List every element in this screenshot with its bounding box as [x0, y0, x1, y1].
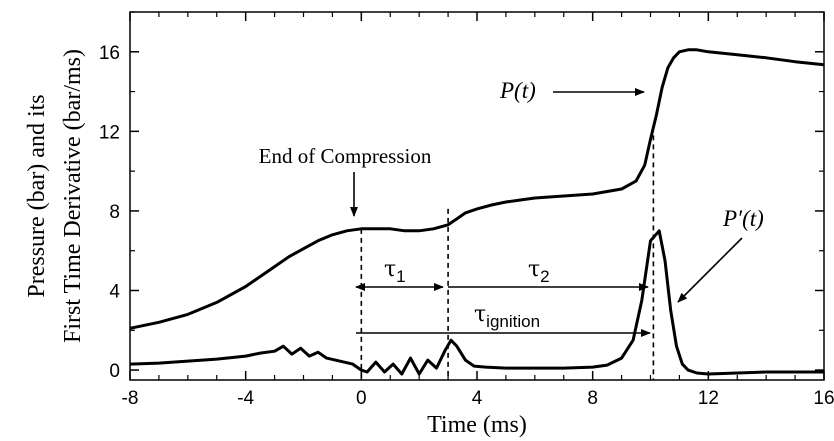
series-layer: [129, 48, 825, 376]
x-axis-title: Time (ms): [427, 412, 527, 438]
y-tick-label: 4: [109, 281, 120, 302]
x-tick-label: 8: [587, 388, 598, 409]
end-of-compression-label: End of Compression: [259, 144, 432, 168]
x-tick-label: 4: [472, 388, 483, 409]
y-axis-title-line2: First Time Derivative (bar/ms): [60, 49, 86, 343]
y-tick-label: 0: [109, 361, 120, 382]
annotations: End of Compression P(t) P′(t) τ1 τ2 τign…: [259, 78, 764, 337]
pprime-label: P′(t): [722, 206, 764, 231]
y-tick-label: 12: [99, 122, 120, 143]
series-pressure-line: [129, 48, 825, 330]
x-tick-label: -4: [237, 388, 254, 409]
x-axis: -8 -4 0 4 8 12 16: [122, 12, 834, 409]
p-label: P(t): [499, 78, 536, 103]
y-axis: 0 4 8 12 16: [99, 11, 824, 382]
x-tick-label: 0: [356, 388, 367, 409]
x-tick-label: -8: [122, 388, 139, 409]
tau2-label: τ2: [528, 257, 550, 286]
x-tick-label: 12: [698, 388, 719, 409]
series-derivative-line: [129, 229, 824, 376]
pprime-label-arrow: [677, 237, 743, 303]
marker-lines: [360, 135, 655, 380]
tau-ignition-label: τignition: [474, 302, 540, 331]
y-axis-title-line1: Pressure (bar) and its: [24, 94, 50, 297]
x-tick-label: 16: [813, 388, 834, 409]
y-tick-label: 8: [109, 202, 120, 223]
y-tick-label: 16: [99, 43, 120, 64]
tau1-label: τ1: [384, 257, 406, 286]
